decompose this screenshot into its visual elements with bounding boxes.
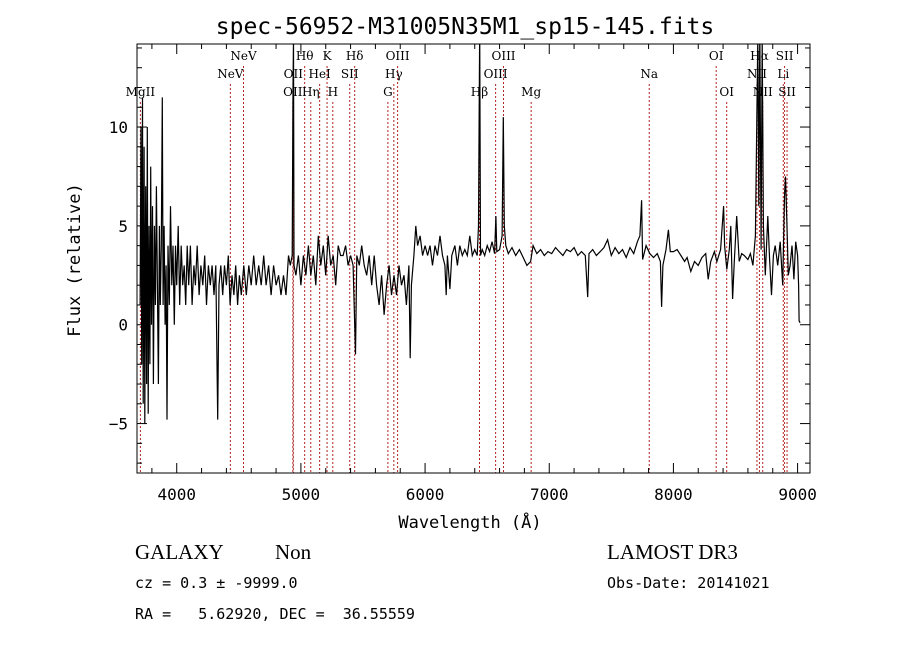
y-axis-label: Flux (relative) xyxy=(65,183,85,337)
spectral-line-label: SII xyxy=(776,49,794,63)
spectral-line-label: Li xyxy=(777,67,789,81)
redshift-text: cz = 0.3 ± -9999.0 xyxy=(135,574,298,592)
spectral-line-label: Hη xyxy=(302,85,320,99)
object-subclass: Non xyxy=(275,540,312,564)
y-tick-label: 5 xyxy=(118,217,128,236)
spectral-line-label: H xyxy=(328,85,338,99)
plot-frame xyxy=(136,43,811,474)
x-tick-label: 5000 xyxy=(282,485,321,504)
spectral-line-label: K xyxy=(323,49,333,63)
object-class: GALAXY xyxy=(135,540,224,564)
spectral-line-label: Mg xyxy=(521,85,541,99)
spectral-line-label: SII xyxy=(341,67,359,81)
x-tick-label: 6000 xyxy=(406,485,445,504)
spectral-line-label: OI xyxy=(709,49,724,63)
spectral-line-label: HeI xyxy=(308,67,331,81)
spectral-line-markers xyxy=(139,66,788,473)
chart-title: spec-56952-M31005N35M1_sp15-145.fits xyxy=(216,14,715,40)
x-tick-label: 9000 xyxy=(778,485,817,504)
spectral-line-label: OIII xyxy=(484,67,508,81)
obs-date: Obs-Date: 20141021 xyxy=(607,574,770,592)
survey-name: LAMOST DR3 xyxy=(607,540,738,564)
spectral-line-label: NeV xyxy=(217,67,244,81)
spectral-line-label: NeV xyxy=(230,49,257,63)
y-tick-label: 0 xyxy=(118,316,128,335)
spectral-line-label: SII xyxy=(778,85,796,99)
spectral-line-label: Na xyxy=(640,67,658,81)
spectral-line-label: MgII xyxy=(126,85,156,99)
axes: 4000 5000 6000 7000 8000 9000 −5 0 5 10 xyxy=(109,44,817,504)
spectral-line-label: OIII xyxy=(491,49,515,63)
spectral-line-label: OI xyxy=(719,85,734,99)
spectral-line-labels: MgIINeVNeVOIIOIIHθHηHeIKHSIIHδGHγOIIIHβO… xyxy=(126,49,797,99)
y-tick-label: 10 xyxy=(109,118,128,137)
y-tick-label: −5 xyxy=(109,415,128,434)
x-tick-label: 7000 xyxy=(530,485,569,504)
x-tick-label: 8000 xyxy=(654,485,693,504)
x-tick-label: 4000 xyxy=(157,485,196,504)
x-axis-label: Wavelength (Å) xyxy=(398,511,541,533)
spectral-line-label: Hθ xyxy=(296,49,314,63)
spectral-line-label: G xyxy=(383,85,393,99)
spectrum-line xyxy=(139,44,801,424)
spectral-line-label: Hδ xyxy=(346,49,364,63)
coordinates-text: RA = 5.62920, DEC = 36.55559 xyxy=(135,605,415,623)
spectral-line-label: Hγ xyxy=(385,67,403,81)
spectral-line-label: OIII xyxy=(386,49,410,63)
